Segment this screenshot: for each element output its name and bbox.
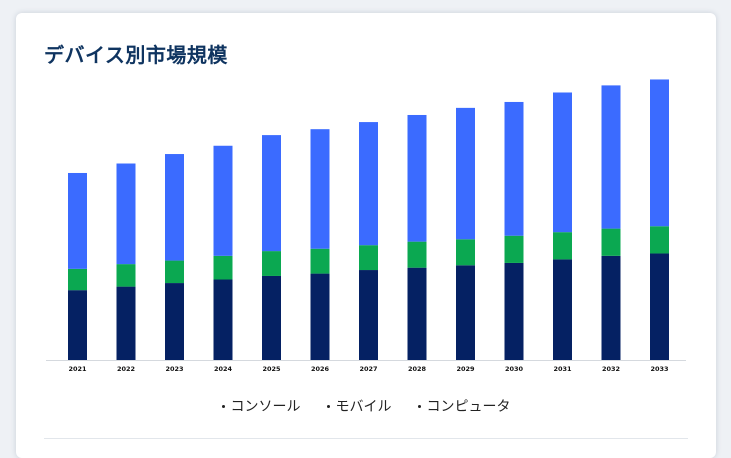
- bar-2032-series-2[interactable]: [601, 85, 621, 229]
- x-tick-label: 2029: [456, 365, 475, 373]
- bullet-icon: [221, 404, 225, 408]
- x-tick-label: 2025: [262, 365, 281, 373]
- bullet-icon: [417, 404, 421, 408]
- bar-2032-series-1[interactable]: [601, 228, 621, 256]
- bar-2024-series-2[interactable]: [213, 145, 233, 256]
- bar-2033-series-1[interactable]: [650, 226, 669, 254]
- bar-2031-series-1[interactable]: [553, 232, 572, 260]
- legend-item-computer[interactable]: コンピュータ: [417, 396, 511, 416]
- chart-title: デバイス別市場規模: [44, 43, 228, 67]
- bar-2022-series-1[interactable]: [116, 264, 136, 287]
- x-tick-label: 2030: [505, 365, 524, 373]
- bar-2023-series-0[interactable]: [165, 283, 184, 360]
- bar-2023-series-2[interactable]: [165, 154, 184, 261]
- divider: [44, 438, 688, 439]
- x-tick-label: 2024: [214, 365, 233, 373]
- legend-item-mobile[interactable]: モバイル: [326, 396, 392, 416]
- bar-2029-series-2[interactable]: [456, 107, 475, 240]
- bar-2023-series-1[interactable]: [165, 260, 184, 284]
- x-tick-label: 2026: [311, 365, 330, 373]
- bar-2028-series-2[interactable]: [407, 114, 427, 242]
- legend-item-console[interactable]: コンソール: [221, 396, 301, 416]
- bar-2031-series-2[interactable]: [553, 92, 572, 233]
- bar-2022-series-0[interactable]: [116, 286, 136, 360]
- x-tick-labels: 2021 2022 2023 2024 2025 2026 2027 2028 2029 2030…: [68, 365, 668, 373]
- x-tick-label: 2027: [359, 365, 377, 373]
- x-tick-label: 2021: [68, 365, 87, 373]
- x-tick-label: 2022: [117, 365, 135, 373]
- bar-2022-series-2[interactable]: [116, 163, 136, 265]
- x-tick-label: 2033: [650, 365, 668, 373]
- bar-2026-series-2[interactable]: [310, 129, 330, 249]
- legend: コンソール モバイル コンピュータ: [16, 396, 716, 416]
- bar-2030-series-1[interactable]: [504, 235, 524, 263]
- chart-card: デバイス別市場規模 2021 2022 2023 2024 2025 2026 2027 20…: [16, 13, 716, 458]
- bar-2033-series-0[interactable]: [650, 253, 669, 360]
- x-tick-label: 2023: [165, 365, 183, 373]
- bar-2029-series-1[interactable]: [456, 239, 475, 266]
- x-tick-label: 2031: [553, 365, 572, 373]
- bar-2024-series-0[interactable]: [213, 279, 233, 360]
- bar-2025-series-0[interactable]: [262, 275, 281, 360]
- bar-2024-series-1[interactable]: [213, 255, 233, 280]
- bar-2027-series-1[interactable]: [359, 245, 378, 271]
- x-tick-label: 2032: [602, 365, 620, 373]
- bar-2021-series-0[interactable]: [68, 290, 87, 360]
- bar-2021-series-1[interactable]: [68, 268, 87, 291]
- bar-2027-series-2[interactable]: [359, 122, 378, 246]
- legend-label-console: コンソール: [230, 399, 301, 415]
- bar-2031-series-0[interactable]: [553, 259, 572, 360]
- bar-2025-series-1[interactable]: [262, 251, 281, 276]
- bar-2029-series-0[interactable]: [456, 265, 475, 360]
- bar-2026-series-0[interactable]: [310, 273, 330, 360]
- x-tick-label: 2028: [408, 365, 427, 373]
- bar-2030-series-2[interactable]: [504, 101, 524, 236]
- bar-2027-series-0[interactable]: [359, 270, 378, 360]
- bar-2028-series-1[interactable]: [407, 241, 427, 268]
- bar-2025-series-2[interactable]: [262, 135, 281, 252]
- bullet-icon: [326, 404, 330, 408]
- bar-2033-series-2[interactable]: [650, 79, 669, 227]
- stacked-bar-chart: 2021 2022 2023 2024 2025 2026 2027 2028 2029 2030…: [46, 79, 686, 373]
- legend-label-computer: コンピュータ: [426, 399, 511, 415]
- bar-2030-series-0[interactable]: [504, 262, 524, 360]
- bar-2032-series-0[interactable]: [601, 255, 621, 360]
- bar-2028-series-0[interactable]: [407, 267, 427, 360]
- bar-2026-series-1[interactable]: [310, 248, 330, 274]
- bar-group: [68, 79, 669, 360]
- bar-2021-series-2[interactable]: [68, 172, 87, 269]
- legend-label-mobile: モバイル: [335, 399, 392, 415]
